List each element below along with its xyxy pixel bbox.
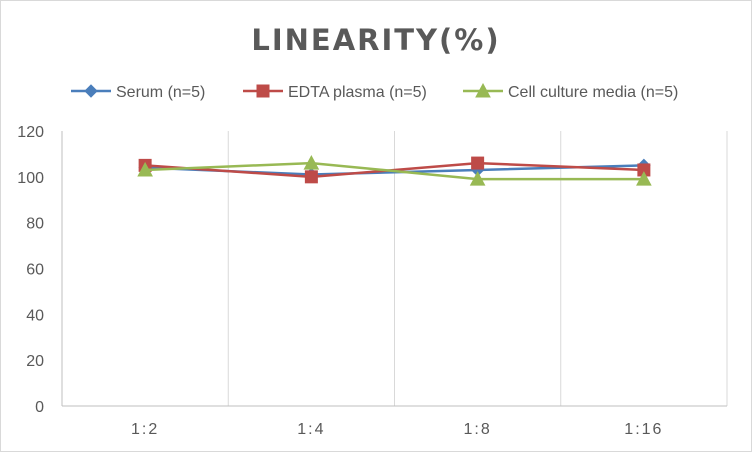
data-point [137,161,153,177]
legend-marker [84,84,98,98]
legend-label: EDTA plasma (n=5) [288,84,427,101]
legend-marker [256,84,270,98]
y-tick-label: 120 [17,124,44,141]
legend-entry: Cell culture media (n=5) [463,82,678,101]
data-point [471,156,485,170]
y-tick-label: 0 [35,399,44,416]
chart-title: LINEARITY(%) [251,23,500,57]
legend-marker [475,82,491,98]
series-layer [137,155,652,186]
x-tick-label: 1:2 [131,421,159,438]
legend: Serum (n=5) EDTA plasma (n=5) Cell culture… [71,82,678,101]
y-tick-label: 40 [26,307,44,324]
y-tick-label: 20 [26,353,44,370]
gridlines [227,131,728,406]
axes: 0 20 40 60 80 100 120 1:2 1:4 1:8 1:16 [17,124,727,438]
data-point [303,155,320,170]
y-tick-label: 60 [26,262,44,279]
y-tick-label: 80 [26,216,44,233]
data-point [304,170,318,184]
x-tick-label: 1:4 [297,421,325,438]
x-tick-label: 1:16 [624,421,663,438]
data-point [469,171,486,186]
y-tick-label: 100 [17,170,44,187]
x-tick-label: 1:8 [464,421,492,438]
series-line [145,161,644,181]
legend-label: Serum (n=5) [116,84,205,101]
series-3 [137,155,652,186]
legend-entry: Serum (n=5) [71,84,205,101]
data-point [636,171,652,186]
legend-entry: EDTA plasma (n=5) [243,84,427,101]
legend-label: Cell culture media (n=5) [508,84,678,101]
